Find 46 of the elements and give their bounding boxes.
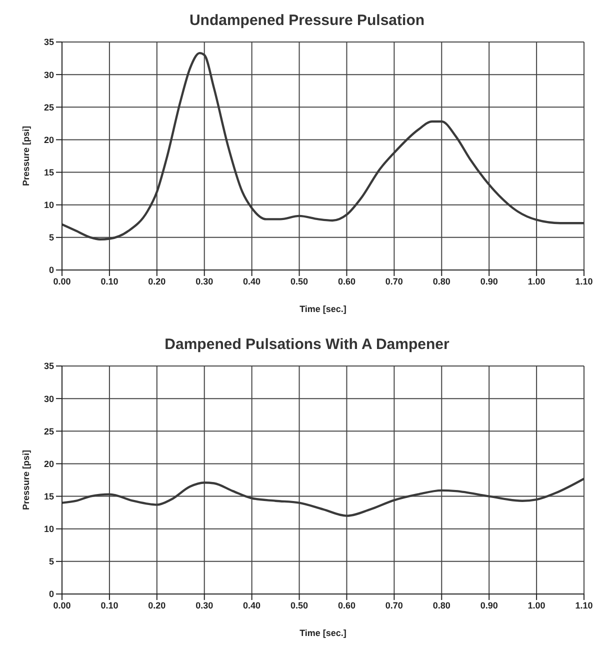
- x-tick-label: 0.60: [338, 276, 356, 286]
- y-axis-title: Pressure [psi]: [21, 450, 32, 510]
- x-tick-label: 0.30: [196, 600, 214, 610]
- y-tick-label: 20: [44, 134, 54, 145]
- x-tick-label: 0.50: [290, 276, 308, 286]
- y-tick-label: 25: [44, 102, 54, 112]
- x-tick-label: 1.10: [575, 276, 593, 286]
- chart-title: Dampened Pulsations With A Dampener: [164, 335, 450, 355]
- y-tick-label: 15: [44, 167, 54, 178]
- x-tick-label: 1.10: [575, 600, 593, 610]
- x-tick-label: 0.90: [480, 600, 498, 610]
- x-tick-label: 0.10: [100, 276, 118, 286]
- y-tick-label: 20: [44, 458, 54, 469]
- x-tick-label: 0.70: [385, 276, 403, 286]
- y-tick-label: 30: [44, 394, 54, 404]
- x-tick-label: 0.80: [432, 600, 450, 610]
- x-tick-label: 0.10: [100, 600, 118, 610]
- x-tick-label: 0.30: [196, 276, 214, 286]
- y-tick-label: 10: [44, 200, 54, 210]
- x-tick-label: 0.00: [53, 600, 71, 610]
- x-tick-label: 0.60: [338, 600, 356, 610]
- x-tick-label: 0.80: [432, 276, 450, 286]
- x-tick-label: 1.00: [528, 600, 546, 610]
- x-tick-label: 0.70: [385, 600, 403, 610]
- y-tick-label: 5: [48, 232, 54, 243]
- y-tick-label: 25: [44, 426, 54, 436]
- y-tick-label: 35: [44, 37, 54, 48]
- x-tick-label: 0.00: [53, 276, 71, 286]
- x-tick-label: 0.40: [243, 600, 261, 610]
- y-tick-label: 35: [44, 361, 54, 372]
- x-axis-title: Time [sec.]: [300, 628, 346, 638]
- x-tick-label: 1.00: [528, 276, 546, 286]
- y-tick-label: 15: [44, 491, 54, 502]
- y-axis-title: Pressure [psi]: [21, 126, 32, 186]
- y-tick-label: 5: [48, 556, 54, 567]
- x-tick-label: 0.50: [290, 600, 308, 610]
- y-tick-label: 0: [48, 589, 54, 600]
- x-tick-label: 0.20: [148, 600, 166, 610]
- chart-title: Undampened Pressure Pulsation: [188, 11, 426, 31]
- y-tick-label: 0: [48, 265, 54, 276]
- x-tick-label: 0.40: [243, 276, 261, 286]
- y-tick-label: 10: [44, 524, 54, 534]
- y-tick-label: 30: [44, 70, 54, 80]
- x-axis-title: Time [sec.]: [300, 304, 346, 314]
- x-tick-label: 0.90: [480, 276, 498, 286]
- x-tick-label: 0.20: [148, 276, 166, 286]
